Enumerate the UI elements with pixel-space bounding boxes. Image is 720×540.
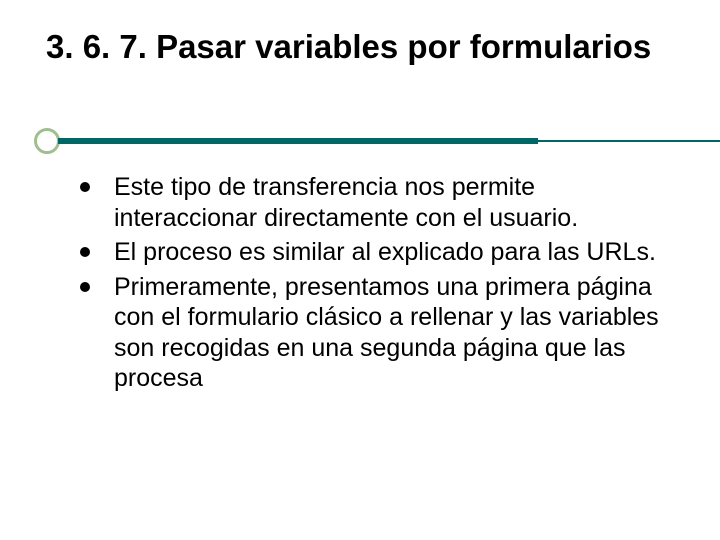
title-underline <box>0 124 720 164</box>
list-item: Primeramente, presentamos una primera pá… <box>78 272 672 394</box>
slide-title: 3. 6. 7. Pasar variables por formularios <box>46 28 680 67</box>
list-item: El proceso es similar al explicado para … <box>78 237 672 268</box>
list-item: Este tipo de transferencia nos permite i… <box>78 172 672 233</box>
accent-line-thin <box>538 140 720 142</box>
bullet-text: Este tipo de transferencia nos permite i… <box>114 173 578 232</box>
bullet-text: Primeramente, presentamos una primera pá… <box>114 273 659 393</box>
title-block: 3. 6. 7. Pasar variables por formularios <box>46 28 680 67</box>
body-content: Este tipo de transferencia nos permite i… <box>78 172 672 398</box>
bullet-list: Este tipo de transferencia nos permite i… <box>78 172 672 394</box>
bullet-text: El proceso es similar al explicado para … <box>114 238 656 266</box>
accent-line-thick <box>58 138 538 144</box>
accent-circle-icon <box>34 128 60 154</box>
slide: 3. 6. 7. Pasar variables por formularios… <box>0 0 720 540</box>
